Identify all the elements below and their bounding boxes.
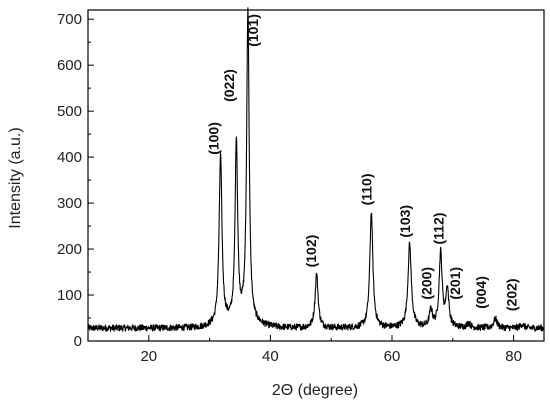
y-tick-label: 0 — [74, 333, 82, 350]
plot-area: 0 100 200 300 400 500 600 700 20 40 60 80 (100) (022)… — [57, 7, 545, 365]
y-tick-label: 700 — [57, 11, 82, 28]
peak-label: (022) — [221, 69, 237, 102]
y-tick-label: 100 — [57, 287, 82, 304]
peak-label: (103) — [397, 205, 413, 238]
peak-label: (110) — [358, 173, 374, 205]
peak-label: (201) — [447, 267, 463, 300]
peak-label: (202) — [504, 278, 520, 311]
y-tick-label: 300 — [57, 195, 82, 212]
x-axis-label: 2Θ (degree) — [272, 382, 358, 399]
plot-frame — [87, 9, 545, 342]
peak-label: (102) — [303, 235, 319, 268]
peak-label: (004) — [473, 276, 489, 309]
y-tick-label: 600 — [57, 57, 82, 74]
peak-label: (101) — [245, 14, 261, 47]
y-tick-label: 400 — [57, 149, 82, 166]
peak-label: (112) — [431, 213, 447, 245]
spectrum-line — [87, 7, 545, 332]
peak-label: (100) — [206, 122, 222, 155]
y-axis-label: Intensity (a.u.) — [7, 127, 24, 228]
x-tick-label: 20 — [140, 348, 157, 365]
x-tick-label: 40 — [262, 348, 279, 365]
x-tick-label: 80 — [505, 348, 522, 365]
y-tick-label: 500 — [57, 103, 82, 120]
peak-label: (200) — [419, 267, 435, 300]
y-tick-label: 200 — [57, 241, 82, 258]
x-tick-label: 60 — [384, 348, 401, 365]
